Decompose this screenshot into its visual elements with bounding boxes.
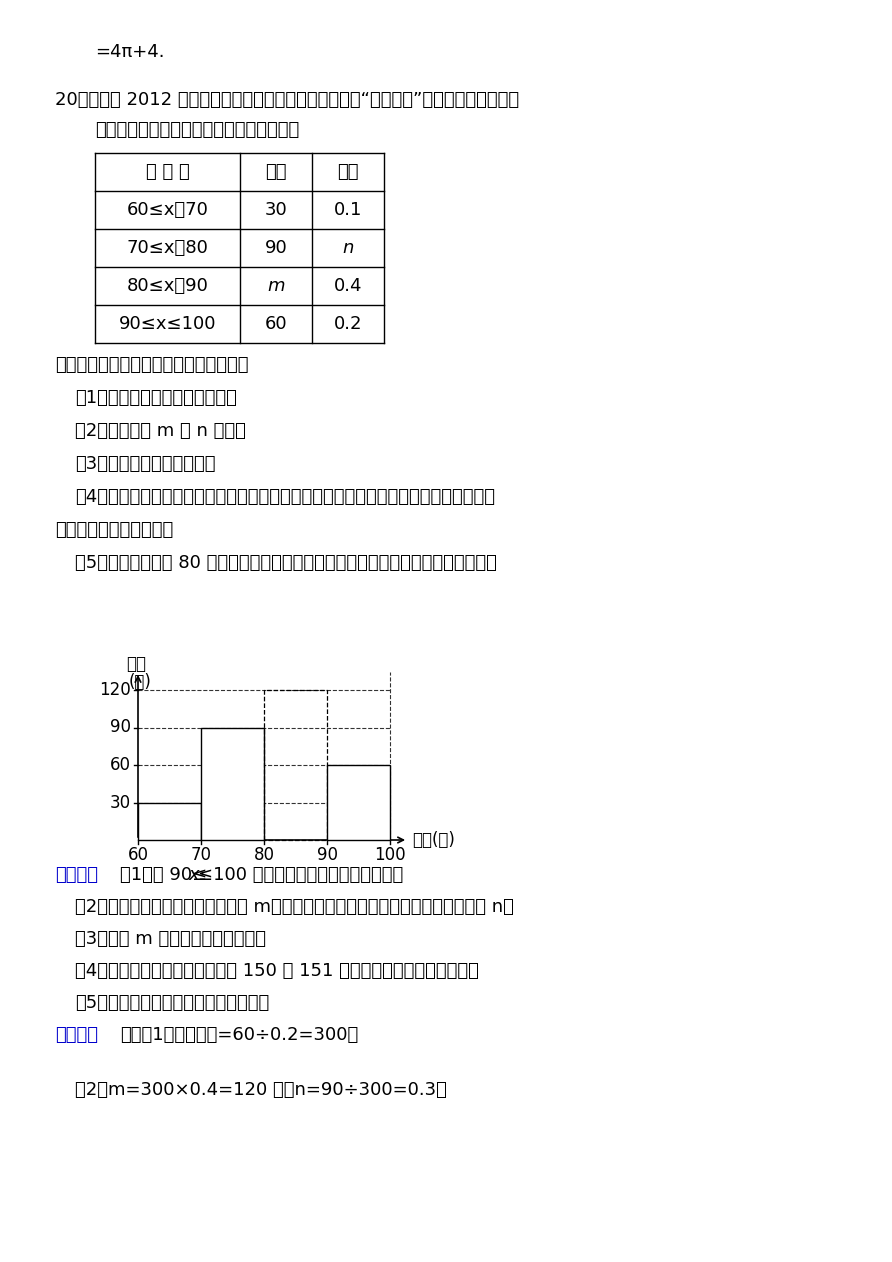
Text: n: n bbox=[343, 239, 354, 257]
Text: （2）m=300×0.4=120 人，n=90÷300=0.3；: （2）m=300×0.4=120 人，n=90÷300=0.3； bbox=[75, 1082, 447, 1099]
Text: （5）求出优秀的两组的频率之和即可．: （5）求出优秀的两组的频率之和即可． bbox=[75, 994, 269, 1012]
Text: (人): (人) bbox=[128, 673, 152, 692]
Text: 频率: 频率 bbox=[337, 163, 359, 180]
Text: 90: 90 bbox=[317, 846, 337, 864]
Text: 90: 90 bbox=[110, 718, 131, 737]
Text: （3）根据 m 的值补全统计图即可；: （3）根据 m 的值补全统计图即可； bbox=[75, 930, 266, 948]
Text: 频数: 频数 bbox=[265, 163, 286, 180]
Bar bbox=[138, 803, 201, 840]
Text: 0.4: 0.4 bbox=[334, 276, 362, 295]
Text: 解：（1）样本容量=60÷0.2=300；: 解：（1）样本容量=60÷0.2=300； bbox=[120, 1026, 359, 1044]
Text: （3）补全频数分布直方图；: （3）补全频数分布直方图； bbox=[75, 456, 216, 473]
Text: ≤100 的频数除以频率计算即可得解；: ≤100 的频数除以频率计算即可得解； bbox=[198, 866, 403, 883]
Text: 60: 60 bbox=[128, 846, 148, 864]
Text: 80≤x＜90: 80≤x＜90 bbox=[127, 276, 209, 295]
Text: 绩落在哪一个分数段内？: 绩落在哪一个分数段内？ bbox=[55, 521, 173, 539]
Text: （4）参加比赛的小聪说，他的比赛成绩是所在抽查同学成绩的中位数，据此推测他的成: （4）参加比赛的小聪说，他的比赛成绩是所在抽查同学成绩的中位数，据此推测他的成 bbox=[75, 488, 495, 506]
Text: 0.1: 0.1 bbox=[334, 201, 362, 220]
Text: 90: 90 bbox=[265, 239, 287, 257]
Text: 【分析】: 【分析】 bbox=[55, 866, 98, 883]
Bar bbox=[327, 765, 390, 840]
Text: 30: 30 bbox=[265, 201, 287, 220]
Text: 频数: 频数 bbox=[126, 655, 146, 673]
Text: =4π+4.: =4π+4. bbox=[95, 43, 164, 61]
Text: 【解答】: 【解答】 bbox=[55, 1026, 98, 1044]
Text: 70: 70 bbox=[191, 846, 211, 864]
Text: （2）求出表中 m 与 n 的值；: （2）求出表中 m 与 n 的值； bbox=[75, 422, 246, 440]
Text: 60: 60 bbox=[265, 316, 287, 333]
Text: x: x bbox=[188, 866, 199, 883]
Text: （2）用样本容量乘以频率计算求出 m，再根据频率等于频数除以样本容量计算求出 n；: （2）用样本容量乘以频率计算求出 m，再根据频率等于频数除以样本容量计算求出 n… bbox=[75, 899, 514, 916]
Text: （5）如果比赛成绩 80 分以上为优秀，那么你估计该竞赛项目的优秀率大约是多少？: （5）如果比赛成绩 80 分以上为优秀，那么你估计该竞赛项目的优秀率大约是多少？ bbox=[75, 554, 497, 572]
Text: 20．为了解 2012 年全国中学生创新能力大赛中竞赛项目“知识产权”笔试情况，随机调查: 20．为了解 2012 年全国中学生创新能力大赛中竞赛项目“知识产权”笔试情况，… bbox=[55, 91, 519, 109]
Text: （1）用 90≤: （1）用 90≤ bbox=[120, 866, 207, 883]
Text: 分数(人): 分数(人) bbox=[412, 830, 455, 849]
Text: m: m bbox=[268, 276, 285, 295]
Text: 请根据图表提供的信息，解答下列问题：: 请根据图表提供的信息，解答下列问题： bbox=[55, 356, 249, 374]
Text: 30: 30 bbox=[110, 794, 131, 811]
Text: 90≤x≤100: 90≤x≤100 bbox=[119, 316, 216, 333]
Text: 80: 80 bbox=[253, 846, 275, 864]
Text: 70≤x＜80: 70≤x＜80 bbox=[127, 239, 209, 257]
Text: 120: 120 bbox=[99, 681, 131, 699]
Bar bbox=[201, 727, 264, 840]
Text: 了部分参赛同学的成绩，整理并制作图表．: 了部分参赛同学的成绩，整理并制作图表． bbox=[95, 121, 299, 139]
Text: （4）根据中位数的定义确定出第 150 和 151 两个同学成绩所在的组即可；: （4）根据中位数的定义确定出第 150 和 151 两个同学成绩所在的组即可； bbox=[75, 962, 479, 981]
Text: 分 数 段: 分 数 段 bbox=[145, 163, 189, 180]
Text: （1）求出本次调查的样本容量；: （1）求出本次调查的样本容量； bbox=[75, 389, 237, 408]
Text: 60: 60 bbox=[110, 756, 131, 774]
Text: 100: 100 bbox=[374, 846, 406, 864]
Text: 0.2: 0.2 bbox=[334, 316, 362, 333]
Text: 60≤x＜70: 60≤x＜70 bbox=[127, 201, 209, 220]
